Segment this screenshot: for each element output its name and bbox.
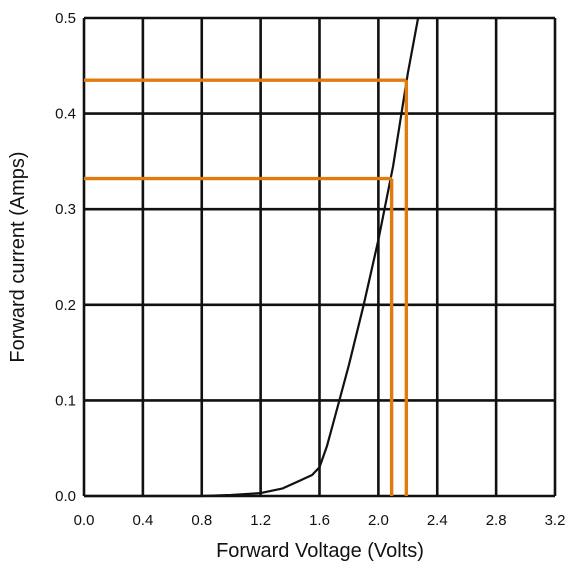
x-tick-label: 3.2 <box>545 512 566 529</box>
y-tick-label: 0.3 <box>55 201 76 218</box>
x-tick-label: 2.0 <box>368 512 389 529</box>
x-axis-label: Forward Voltage (Volts) <box>216 540 424 562</box>
y-axis-label: Forward current (Amps) <box>7 151 29 362</box>
x-tick-label: 0.0 <box>74 512 95 529</box>
x-tick-label: 2.8 <box>486 512 507 529</box>
y-tick-label: 0.0 <box>55 488 76 505</box>
x-tick-label: 0.8 <box>191 512 212 529</box>
x-tick-label: 0.4 <box>132 512 153 529</box>
iv-curve-line <box>84 17 420 498</box>
y-tick-label: 0.5 <box>55 10 76 27</box>
reference-lines-layer <box>84 78 409 496</box>
y-tick-label: 0.1 <box>55 392 76 409</box>
y-tick-label: 0.2 <box>55 297 76 314</box>
curve-layer <box>84 17 420 498</box>
tick-labels: 0.0 0.4 0.8 1.2 1.6 2.0 2.4 2.8 3.2 0.0 0.1 0.2 0.3 0… <box>55 10 565 529</box>
y-tick-label: 0.4 <box>55 106 76 123</box>
grid <box>82 16 557 498</box>
x-tick-label: 1.2 <box>250 512 271 529</box>
x-tick-label: 1.6 <box>309 512 330 529</box>
x-tick-label: 2.4 <box>427 512 448 529</box>
